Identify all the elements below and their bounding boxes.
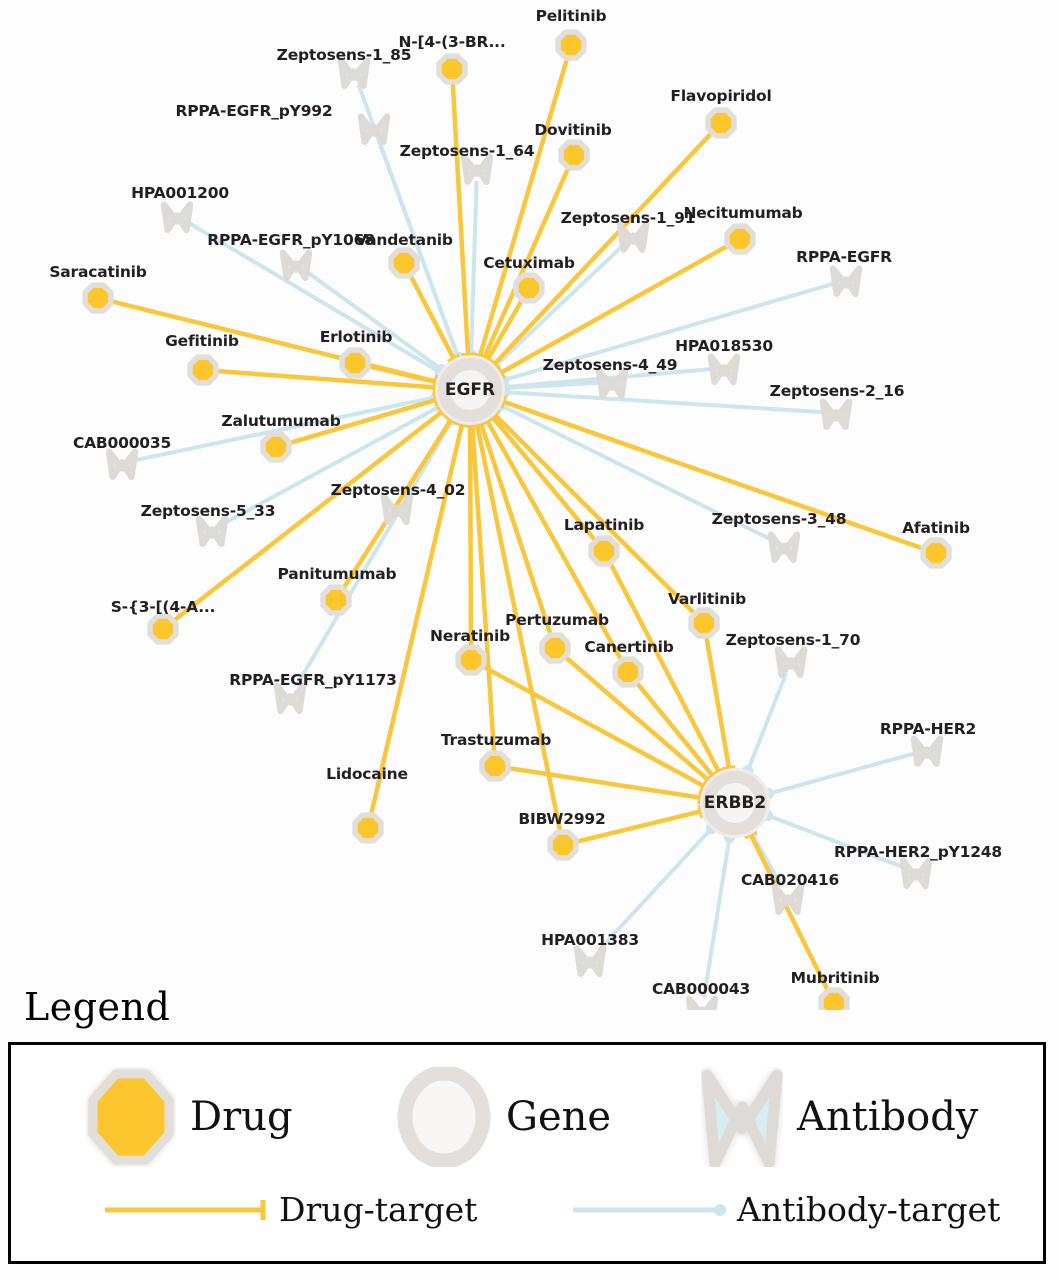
- drug-node[interactable]: [555, 29, 587, 61]
- legend-antibody-label: Antibody: [797, 1094, 979, 1140]
- legend-drug-label: Drug: [190, 1094, 293, 1140]
- drug-node[interactable]: [352, 812, 384, 844]
- network-canvas: [82, 29, 952, 1010]
- drug-node[interactable]: [388, 247, 420, 279]
- legend-antibody-target-item: Antibody-target: [571, 1193, 1000, 1226]
- legend-drug-target-item: Drug-target: [103, 1193, 477, 1226]
- antibody-node[interactable]: [337, 57, 371, 89]
- legend-drug-item: Drug: [86, 1067, 293, 1167]
- antibody-node[interactable]: [774, 646, 808, 678]
- gene-node-label: EGFR: [444, 380, 496, 400]
- nodes-layer: [82, 29, 952, 1010]
- antibody-node[interactable]: [105, 448, 139, 480]
- antibody-node[interactable]: [357, 113, 391, 145]
- antibody-node[interactable]: [380, 493, 414, 525]
- drug-node[interactable]: [147, 613, 179, 645]
- drug-node[interactable]: [705, 107, 737, 139]
- legend-title: Legend: [24, 985, 171, 1029]
- drug-icon: [88, 1069, 174, 1165]
- gene-node[interactable]: [703, 771, 767, 835]
- drug-node[interactable]: [558, 139, 590, 171]
- antibody-node[interactable]: [279, 249, 313, 281]
- antibody-node[interactable]: [460, 153, 494, 185]
- drug-node[interactable]: [513, 272, 545, 304]
- drug-node[interactable]: [260, 431, 292, 463]
- antibody-node[interactable]: [771, 883, 805, 915]
- antibody-icon: [701, 1069, 783, 1167]
- edges-layer: [110, 56, 925, 998]
- antibody-node[interactable]: [616, 221, 650, 253]
- antibody-node[interactable]: [685, 995, 719, 1010]
- drug-node[interactable]: [479, 750, 511, 782]
- drug-node[interactable]: [320, 584, 352, 616]
- drug-target-edge-icon: [105, 1199, 266, 1220]
- antibody-node[interactable]: [707, 353, 741, 385]
- legend-drug-target-label: Drug-target: [279, 1190, 478, 1229]
- gene-icon: [397, 1067, 491, 1167]
- antibody-node[interactable]: [273, 682, 307, 714]
- legend: Legend Drug Gene Antibody Drug-ta: [0, 985, 1059, 1280]
- antibody-node[interactable]: [819, 398, 853, 430]
- legend-box: Drug Gene Antibody Drug-target: [8, 1042, 1046, 1264]
- legend-antibody-item: Antibody: [701, 1067, 978, 1167]
- gene-node-label: ERBB2: [703, 793, 767, 813]
- drug-node[interactable]: [82, 282, 114, 314]
- drug-node[interactable]: [547, 829, 579, 861]
- antibody-node[interactable]: [767, 531, 801, 563]
- drug-node[interactable]: [539, 632, 571, 664]
- antibody-node[interactable]: [899, 857, 933, 889]
- drug-node[interactable]: [612, 656, 644, 688]
- gene-node[interactable]: [438, 358, 502, 422]
- drug-node[interactable]: [436, 53, 468, 85]
- legend-gene-item: Gene: [396, 1067, 611, 1167]
- drug-node[interactable]: [920, 537, 952, 569]
- antibody-node[interactable]: [573, 945, 607, 977]
- antibody-node[interactable]: [160, 201, 194, 233]
- legend-gene-label: Gene: [506, 1094, 612, 1140]
- antibody-target-edge-icon: [573, 1203, 726, 1216]
- drug-node[interactable]: [588, 535, 620, 567]
- drug-node[interactable]: [688, 607, 720, 639]
- drug-node[interactable]: [187, 354, 219, 386]
- antibody-node[interactable]: [910, 735, 944, 767]
- antibody-node[interactable]: [595, 367, 629, 399]
- drug-node[interactable]: [818, 987, 850, 1010]
- antibody-node[interactable]: [829, 265, 863, 297]
- drug-node[interactable]: [339, 347, 371, 379]
- legend-antibody-target-label: Antibody-target: [737, 1190, 1001, 1229]
- antibody-node[interactable]: [195, 515, 229, 547]
- drug-node[interactable]: [724, 223, 756, 255]
- drug-node[interactable]: [455, 644, 487, 676]
